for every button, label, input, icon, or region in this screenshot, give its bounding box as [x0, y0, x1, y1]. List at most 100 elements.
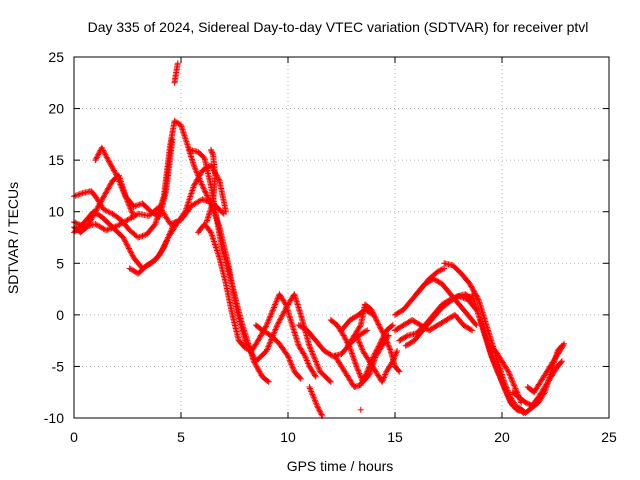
data-point-marker	[262, 323, 269, 330]
data-point-marker	[272, 300, 279, 307]
data-point-marker	[510, 381, 517, 388]
data-point-marker	[354, 335, 361, 342]
data-point-marker	[495, 369, 502, 376]
data-point-marker	[287, 358, 294, 365]
sat-track-24	[413, 275, 480, 329]
data-point-marker	[105, 158, 112, 165]
data-point-marker	[375, 343, 382, 350]
data-point-marker	[284, 351, 291, 358]
data-point-marker	[309, 349, 316, 356]
data-point-marker	[257, 369, 264, 376]
data-point-marker	[303, 357, 310, 364]
data-point-marker	[123, 240, 130, 247]
data-point-marker	[95, 202, 102, 209]
data-point-marker	[316, 407, 323, 414]
data-point-marker	[209, 149, 216, 156]
data-point-marker	[125, 199, 132, 206]
data-point-marker	[273, 325, 280, 332]
data-point-marker	[256, 368, 263, 375]
data-point-marker	[107, 181, 114, 188]
data-point-marker	[271, 329, 278, 336]
data-point-marker	[389, 322, 396, 329]
data-point-marker	[207, 228, 214, 235]
data-point-marker	[307, 385, 314, 392]
data-point-marker	[106, 182, 113, 189]
data-point-marker	[112, 170, 119, 177]
chart-title: Day 335 of 2024, Sidereal Day-to-day VTE…	[88, 19, 589, 35]
data-point-marker	[359, 377, 366, 384]
data-point-marker	[505, 393, 512, 400]
data-point-marker	[125, 201, 132, 208]
data-point-marker	[285, 354, 292, 361]
data-point-marker	[207, 146, 214, 153]
data-point-marker	[280, 311, 287, 318]
data-point-marker	[376, 322, 383, 329]
y-axis-label: SDTVAR / TECUs	[5, 182, 21, 294]
data-point-marker	[128, 249, 135, 256]
data-point-marker	[504, 367, 511, 374]
data-point-marker	[317, 410, 324, 417]
y-tick-label: -5	[52, 358, 65, 374]
data-point-marker	[312, 358, 319, 365]
y-tick-label: 15	[48, 152, 64, 168]
data-point-marker	[97, 199, 104, 206]
data-point-marker	[105, 226, 112, 233]
data-point-marker	[254, 364, 261, 371]
data-point-marker	[100, 147, 107, 154]
data-point-marker	[382, 370, 389, 377]
data-point-marker	[379, 378, 386, 385]
data-point-marker	[255, 337, 262, 344]
data-point-marker	[265, 343, 272, 350]
data-point-marker	[181, 209, 188, 216]
data-point-marker	[140, 232, 147, 239]
data-point-marker	[168, 227, 175, 234]
y-tick-label: 10	[48, 204, 64, 220]
data-point-marker	[92, 157, 99, 164]
data-point-marker	[210, 151, 217, 158]
data-point-marker	[267, 337, 274, 344]
data-point-marker	[361, 373, 368, 380]
data-point-marker	[357, 381, 364, 388]
data-point-marker	[302, 354, 309, 361]
data-point-marker	[289, 364, 296, 371]
data-point-marker	[103, 188, 110, 195]
data-point-marker	[510, 379, 517, 386]
data-point-marker	[311, 354, 318, 361]
data-point-marker	[392, 352, 399, 359]
y-tick-label: 0	[56, 307, 64, 323]
data-point-marker	[95, 203, 102, 210]
data-point-marker	[76, 191, 83, 198]
data-point-marker	[202, 189, 209, 196]
data-point-marker	[358, 343, 365, 350]
data-point-marker	[165, 234, 172, 241]
data-point-marker	[271, 327, 278, 334]
data-point-marker	[110, 167, 117, 174]
data-point-marker	[132, 203, 139, 210]
data-point-marker	[311, 355, 318, 362]
data-point-marker	[91, 210, 98, 217]
data-point-marker	[364, 368, 371, 375]
data-point-marker	[376, 342, 383, 349]
data-point-marker	[255, 367, 262, 374]
data-point-marker	[301, 351, 308, 358]
data-point-marker	[467, 282, 474, 289]
data-point-marker	[318, 411, 325, 418]
data-point-marker	[507, 372, 514, 379]
data-point-marker	[130, 212, 137, 219]
data-point-marker	[384, 339, 391, 346]
data-point-marker	[265, 317, 272, 324]
data-point-marker	[303, 356, 310, 363]
data-point-marker	[356, 339, 363, 346]
data-point-marker	[273, 297, 280, 304]
data-point-marker	[355, 336, 362, 343]
data-point-marker	[499, 379, 506, 386]
data-point-marker	[403, 333, 410, 340]
y-tick-label: 20	[48, 101, 64, 117]
data-point-marker	[270, 305, 277, 312]
data-point-marker	[215, 176, 222, 183]
data-point-marker	[492, 362, 499, 369]
data-point-marker	[396, 368, 403, 375]
data-point-marker	[257, 332, 264, 339]
sat-track-5	[71, 172, 137, 236]
sat-track-10	[195, 221, 319, 380]
